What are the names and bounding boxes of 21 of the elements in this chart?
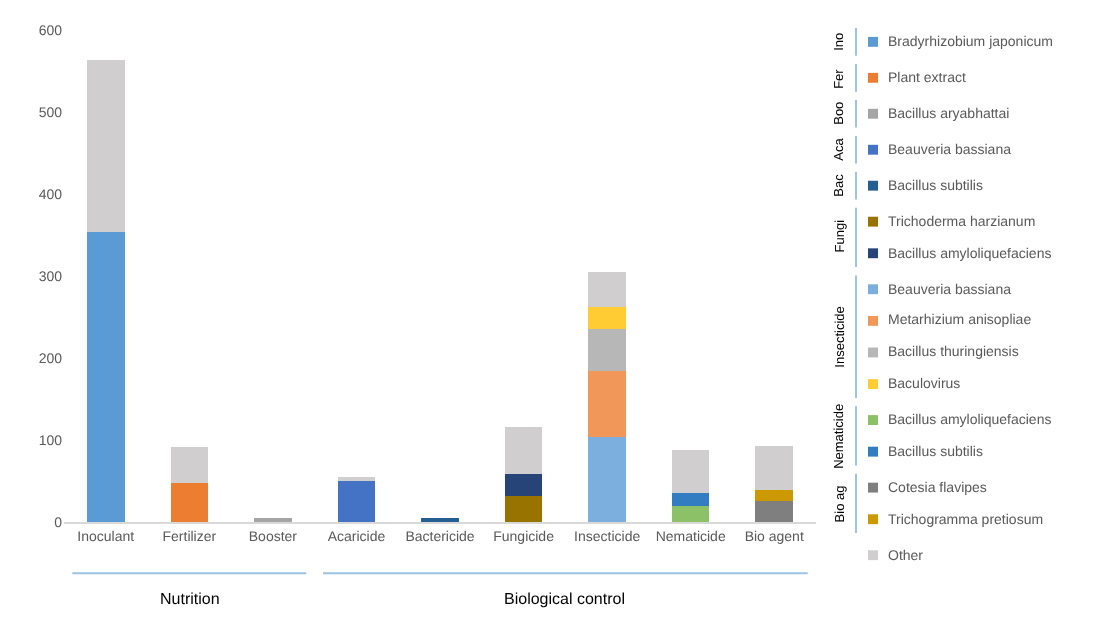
bar <box>86 231 125 522</box>
bar <box>588 307 626 330</box>
bar <box>588 371 626 437</box>
bar <box>170 447 209 483</box>
text: Biological control <box>504 590 626 608</box>
text: Nutrition <box>160 590 220 608</box>
bar <box>671 493 710 507</box>
bar <box>504 474 543 496</box>
bar <box>504 495 543 522</box>
bar <box>755 500 794 522</box>
bar <box>588 329 626 372</box>
bar <box>671 449 710 494</box>
bar <box>755 490 794 501</box>
bar <box>337 481 376 522</box>
bar <box>588 436 626 522</box>
bar <box>755 445 794 491</box>
bar <box>671 506 710 522</box>
bar <box>504 426 543 475</box>
bar <box>588 271 626 308</box>
bar <box>170 482 209 522</box>
bar <box>86 59 125 232</box>
